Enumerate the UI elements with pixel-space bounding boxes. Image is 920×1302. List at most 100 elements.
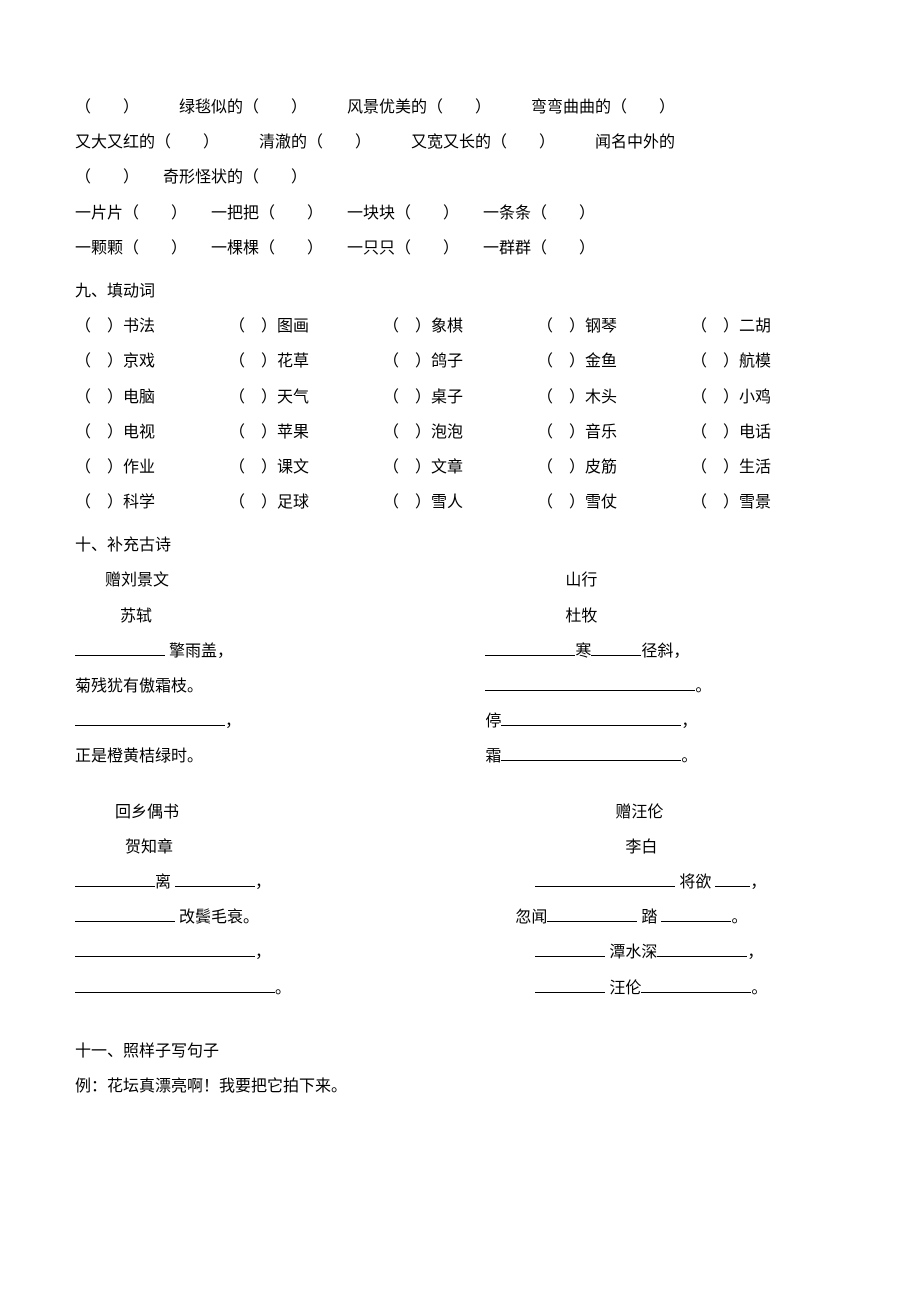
verb-item: （ ）钢琴 [537,309,691,344]
verb-item: （ ）苹果 [229,415,383,450]
fill-blank [535,941,605,957]
poem-text: ， [225,713,241,730]
verb-item: （ ）足球 [229,485,383,520]
poem-text: 汪伦 [605,980,641,997]
section-10: 十、补充古诗 赠刘景文 苏轼 擎雨盖， 菊残犹有傲霜枝。 ， 正是橙黄桔绿时。 … [75,528,845,1005]
fill-blank [75,977,275,993]
poem-text: 潭水深 [605,944,657,961]
phrase-line-5: 一颗颗（ ） 一棵棵（ ） 一只只（ ） 一群群（ ） [75,231,845,266]
verb-item: （ ）科学 [75,485,229,520]
verb-item: （ ）京戏 [75,344,229,379]
fill-blank [75,871,155,887]
verb-item: （ ）书法 [75,309,229,344]
poem-line: 霜。 [475,739,845,774]
verb-item: （ ）桌子 [383,380,537,415]
poem-author: 杜牧 [475,599,845,634]
fill-blank [715,871,750,887]
poem-line: 擎雨盖， [75,634,445,669]
verb-row: （ ）电视（ ）苹果（ ）泡泡（ ）音乐（ ）电话 [75,415,845,450]
section-9: 九、填动词 （ ）书法（ ）图画（ ）象棋（ ）钢琴（ ）二胡（ ）京戏（ ）花… [75,274,845,520]
poem-text: ， [255,874,271,891]
poem-line: 改鬓毛衰。 [75,900,445,935]
verb-item: （ ）鸽子 [383,344,537,379]
poem-text: 改鬓毛衰。 [175,909,259,926]
poem-text: 离 [155,874,175,891]
verb-row: （ ）作业（ ）课文（ ）文章（ ）皮筋（ ）生活 [75,450,845,485]
phrase-line-2: 又大又红的（ ） 清澈的（ ） 又宽又长的（ ） 闻名中外的 [75,125,845,160]
section-9-title: 九、填动词 [75,274,845,309]
verb-row: （ ）书法（ ）图画（ ）象棋（ ）钢琴（ ）二胡 [75,309,845,344]
fill-blank [485,640,575,656]
verb-item: （ ）天气 [229,380,383,415]
verb-item: （ ）泡泡 [383,415,537,450]
section-fill-words: （ ） 绿毯似的（ ） 风景优美的（ ） 弯弯曲曲的（ ） 又大又红的（ ） 清… [75,90,845,266]
verb-item: （ ）小鸡 [691,380,845,415]
fill-blank [175,871,255,887]
poem-text: 寒 [575,643,591,660]
fill-blank [535,977,605,993]
poem-line: 潭水深 ， [475,935,845,970]
poem-author: 贺知章 [75,830,445,865]
fill-blank [485,675,695,691]
poem-line: ， [75,704,445,739]
verb-item: （ ）作业 [75,450,229,485]
poem-line: ， [75,935,445,970]
poem-text: 擎雨盖， [165,643,233,660]
poem-text: ， [681,713,697,730]
fill-blank [641,977,751,993]
verb-row: （ ）科学（ ）足球（ ）雪人（ ）雪仗（ ）雪景 [75,485,845,520]
poem-line: 正是橙黄桔绿时。 [75,739,445,774]
poem-text: 。 [681,748,697,765]
fill-blank [75,906,175,922]
section-11: 十一、照样子写句子 例：花坛真漂亮啊！我要把它拍下来。 [75,1034,845,1104]
verb-row: （ ）电脑（ ）天气（ ）桌子（ ）木头（ ）小鸡 [75,380,845,415]
poem-title: 山行 [475,563,845,598]
poem-text: 。 [275,980,291,997]
phrase-line-3: （ ） 奇形怪状的（ ） [75,160,845,195]
poem-row-2: 回乡偶书 贺知章 离 ， 改鬓毛衰。 ， 。 赠汪伦 李白 将欲 ， 忽闻 踏 … [75,795,845,1006]
verb-item: （ ）课文 [229,450,383,485]
poem-line: 离 ， [75,865,445,900]
verb-item: （ ）皮筋 [537,450,691,485]
fill-blank [501,745,681,761]
poem-title: 赠汪伦 [475,795,845,830]
poem-shanxing: 山行 杜牧 寒径斜， 。 停， 霜。 [475,563,845,774]
verb-item: （ ）金鱼 [537,344,691,379]
fill-blank [75,941,255,957]
verb-item: （ ）雪景 [691,485,845,520]
poem-text: ， [750,874,766,891]
poem-text: 。 [751,980,767,997]
verb-item: （ ）生活 [691,450,845,485]
poem-title: 回乡偶书 [75,795,445,830]
fill-blank [657,941,747,957]
section-11-example: 例：花坛真漂亮啊！我要把它拍下来。 [75,1069,845,1104]
poem-text: 霜 [485,748,501,765]
fill-blank [591,640,641,656]
phrase-line-1: （ ） 绿毯似的（ ） 风景优美的（ ） 弯弯曲曲的（ ） [75,90,845,125]
verb-item: （ ）木头 [537,380,691,415]
verb-item: （ ）电脑 [75,380,229,415]
poem-line: 忽闻 踏 。 [475,900,845,935]
fill-blank [547,906,637,922]
verb-item: （ ）电视 [75,415,229,450]
poem-line: 停， [475,704,845,739]
poem-text: 。 [731,909,747,926]
poem-huixiangoushu: 回乡偶书 贺知章 离 ， 改鬓毛衰。 ， 。 [75,795,445,1006]
verb-item: （ ）图画 [229,309,383,344]
poem-text: 忽闻 [515,909,547,926]
poem-line: 。 [75,971,445,1006]
poem-zengliujingwen: 赠刘景文 苏轼 擎雨盖， 菊残犹有傲霜枝。 ， 正是橙黄桔绿时。 [75,563,445,774]
poem-author: 苏轼 [75,599,445,634]
verb-item: （ ）音乐 [537,415,691,450]
verb-item: （ ）二胡 [691,309,845,344]
poem-text: ， [747,944,763,961]
fill-blank [501,710,681,726]
poem-text: 将欲 [675,874,715,891]
verb-row: （ ）京戏（ ）花草（ ）鸽子（ ）金鱼（ ）航模 [75,344,845,379]
phrase-line-4: 一片片（ ） 一把把（ ） 一块块（ ） 一条条（ ） [75,196,845,231]
poem-text: 踏 [637,909,661,926]
poem-line: 菊残犹有傲霜枝。 [75,669,445,704]
verb-item: （ ）象棋 [383,309,537,344]
poem-line: 汪伦 。 [475,971,845,1006]
poem-line: 寒径斜， [475,634,845,669]
